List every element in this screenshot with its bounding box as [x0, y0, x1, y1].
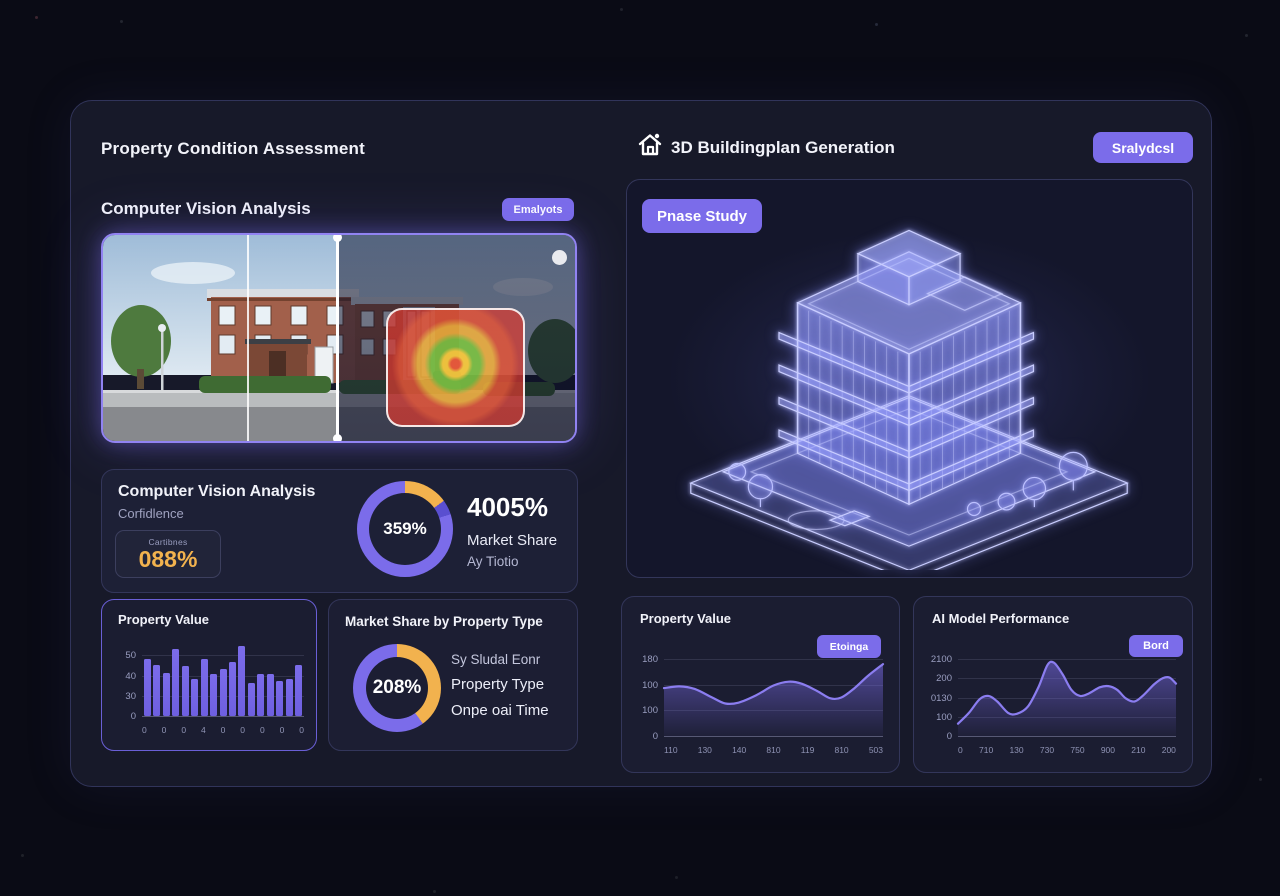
market-share-value: 4005%: [467, 492, 548, 522]
market-share-card: Market Share by Property Type 208% Sy Sl…: [328, 599, 578, 751]
market-share-legend: Sy Sludal Eonr Property Type Onpe oai Ti…: [451, 652, 549, 719]
property-value-area-card: Property Value Etoinga 180 100 100 0 110 130 1…: [621, 596, 900, 773]
buildings-badge[interactable]: Etoinga: [817, 635, 881, 658]
bar-card-title: Property Value: [118, 612, 210, 627]
market-card-title: Market Share by Property Type: [345, 614, 543, 629]
background-stars: [35, 16, 38, 19]
comparison-slider-handle[interactable]: [333, 235, 342, 441]
page-title: Property Condition Assessment: [101, 139, 365, 158]
building-3d-viewport: Pnase Study: [626, 179, 1193, 578]
vision-card-subtitle: Corfidlence: [118, 506, 184, 521]
analyze-button[interactable]: Emalyots: [502, 198, 574, 221]
confidence-chip-value: 088%: [138, 546, 198, 572]
ai-model-performance-card: AI Model Performance Bord 2100 200 0130 100…: [913, 596, 1193, 773]
ai-performance-area-chart: 2100 200 0130 100 0 0 710 130 730 750 900 210 200: [930, 654, 1176, 755]
bord-badge[interactable]: Bord: [1129, 635, 1183, 657]
damage-heatmap-overlay: [386, 308, 525, 427]
property-value-bar-chart: 50 40 30 0 0 0 0 4 0 0 0 0 0: [125, 642, 304, 735]
camera-indicator-dot: [552, 250, 567, 265]
vision-card-title: Computer Vision Analysis: [118, 483, 316, 500]
confidence-donut-chart: 359%: [357, 481, 453, 577]
generate-button[interactable]: Sralydcsl: [1093, 132, 1193, 163]
property-photo-comparison: [101, 233, 577, 443]
confidence-chip: Cartibnes 088%: [115, 530, 221, 578]
confidence-donut-value: 359%: [383, 519, 427, 538]
vision-analysis-card: Computer Vision Analysis Corfidlence Car…: [101, 469, 578, 593]
market-share-label: Market Share: [467, 532, 558, 549]
section-title-computer-vision: Computer Vision Analysis: [101, 199, 311, 218]
case-study-badge[interactable]: Pnase Study: [642, 199, 762, 233]
legend-item: Property Type: [451, 676, 545, 693]
wireframe-building-model: [689, 229, 1129, 570]
legend-item: Onpe oai Time: [451, 702, 549, 719]
donut-hole: [369, 493, 441, 565]
home-icon: [638, 133, 662, 156]
area1-title: Property Value: [640, 611, 732, 626]
area2-title: AI Model Performance: [932, 611, 1070, 626]
market-donut-value: 208%: [372, 677, 422, 698]
market-share-sublabel: Ay Tiotio: [467, 554, 519, 569]
donut-hole: [366, 657, 428, 719]
property-value-bar-card: Property Value 50 40 30 0 0 0 0 4 0 0 0 0 0: [101, 599, 317, 751]
legend-item: Sy Sludal Eonr: [451, 652, 541, 667]
market-share-donut-chart: 208%: [353, 644, 441, 732]
dashboard-panel: Property Condition Assessment Computer V…: [70, 100, 1212, 787]
comparison-guide-line: [247, 235, 249, 441]
confidence-chip-label: Cartibnes: [148, 537, 188, 547]
section-title-3d-buildingplan: 3D Buildingplan Generation: [671, 138, 895, 157]
property-value-area-chart: 180 100 100 0 110 130 140 810 119 810 503: [642, 654, 883, 755]
